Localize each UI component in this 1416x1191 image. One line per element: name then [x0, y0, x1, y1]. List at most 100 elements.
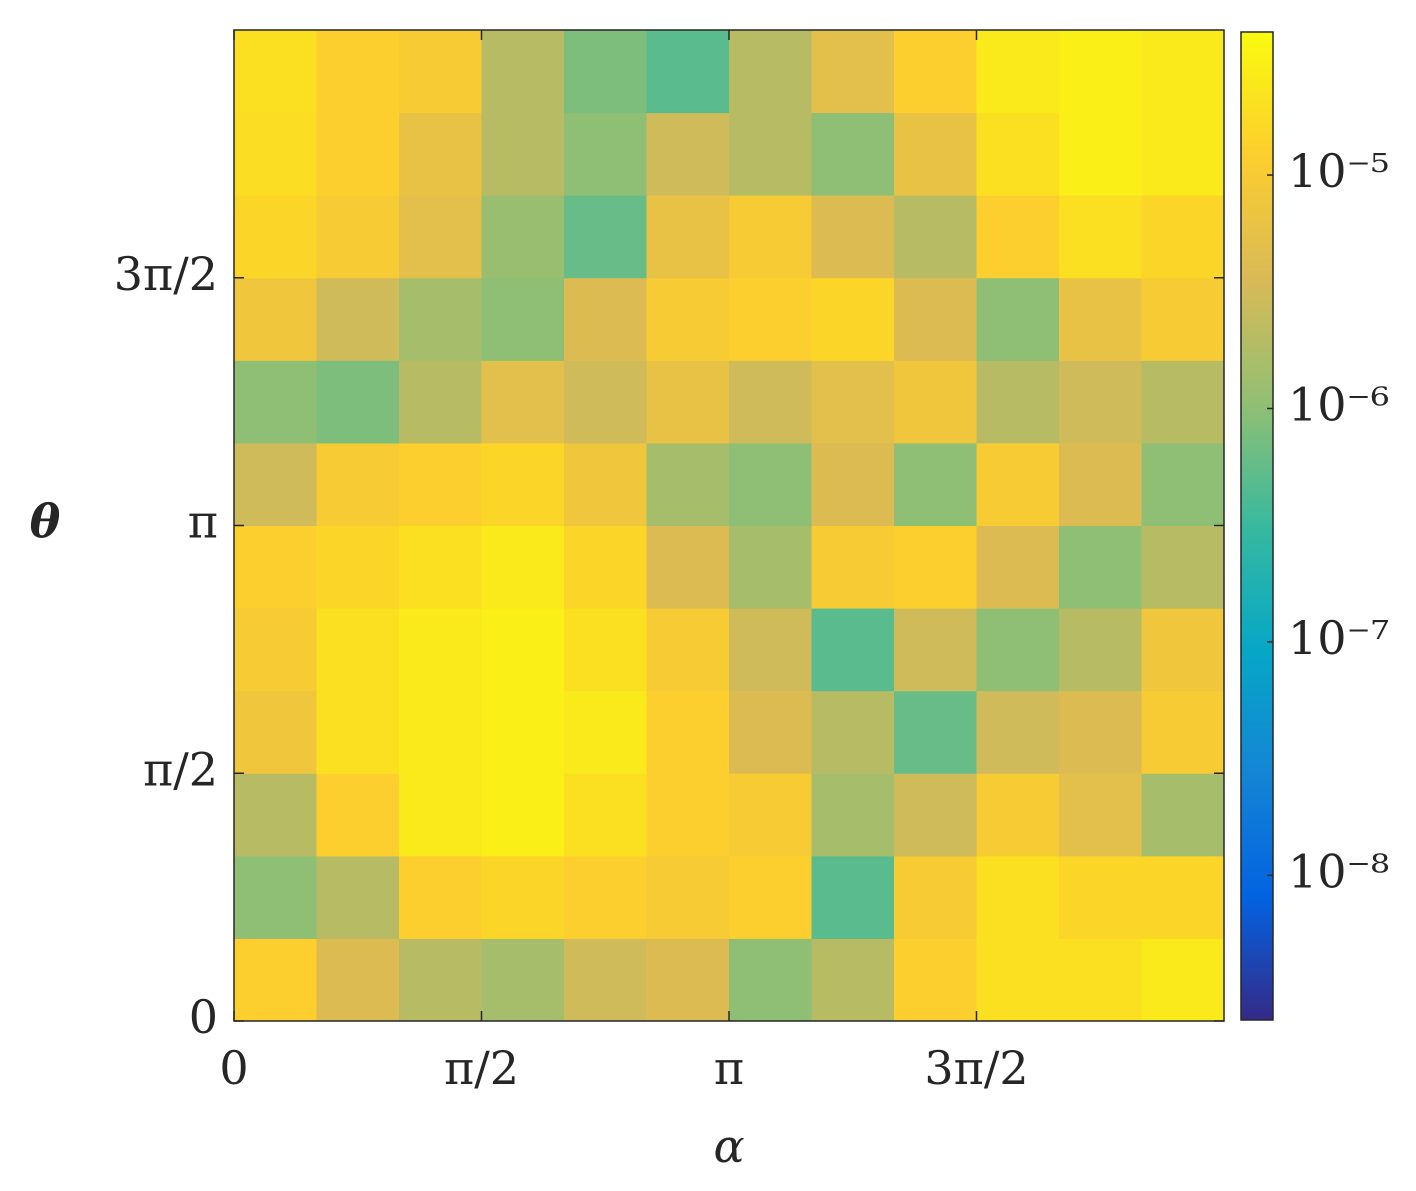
heatmap-cell	[646, 442, 730, 526]
heatmap-cell	[729, 360, 812, 444]
heatmap-cell	[976, 360, 1060, 444]
heatmap-cell	[976, 112, 1060, 196]
heatmap-cell	[894, 195, 977, 279]
heatmap-cell	[976, 690, 1060, 774]
heatmap-cell	[894, 277, 977, 361]
heatmap-cell	[564, 195, 647, 279]
x-tick-label: 3π/2	[924, 1041, 1028, 1095]
heatmap-cell	[729, 30, 812, 114]
heatmap-cell	[894, 30, 977, 114]
heatmap-cell	[1141, 277, 1225, 361]
heatmap-cell	[234, 525, 317, 609]
heatmap-cell	[646, 608, 730, 692]
heatmap-cell	[811, 277, 895, 361]
heatmap-cell	[234, 112, 317, 196]
heatmap-cell	[976, 608, 1060, 692]
heatmap-cell	[729, 690, 812, 774]
heatmap-cell	[316, 938, 400, 1022]
heatmap-cell	[1141, 112, 1225, 196]
heatmap-cell	[399, 608, 482, 692]
colorbar-tick-label: 10⁻⁶	[1288, 377, 1389, 431]
heatmap-cell	[976, 30, 1060, 114]
heatmap-cell	[399, 112, 482, 196]
heatmap-cell	[729, 938, 812, 1022]
heatmap-cell	[894, 525, 977, 609]
x-axis-label: α	[713, 1119, 744, 1173]
heatmap-cell	[316, 773, 400, 857]
heatmap-cell	[481, 112, 565, 196]
heatmap-cell	[399, 360, 482, 444]
heatmap-cell	[564, 690, 647, 774]
heatmap-cell	[234, 690, 317, 774]
heatmap	[234, 30, 1225, 1022]
heatmap-cell	[1059, 690, 1142, 774]
heatmap-cell	[646, 30, 730, 114]
heatmap-cell	[316, 690, 400, 774]
y-tick-label: 0	[189, 990, 218, 1044]
heatmap-cell	[811, 112, 895, 196]
heatmap-cell	[316, 30, 400, 114]
heatmap-cell	[234, 938, 317, 1022]
heatmap-cell	[564, 773, 647, 857]
heatmap-cell	[564, 30, 647, 114]
heatmap-cell	[399, 525, 482, 609]
heatmap-cell	[1141, 30, 1225, 114]
heatmap-cell	[976, 525, 1060, 609]
heatmap-cell	[316, 442, 400, 526]
heatmap-cell	[316, 195, 400, 279]
heatmap-cell	[646, 360, 730, 444]
heatmap-cell	[811, 690, 895, 774]
heatmap-cell	[1059, 608, 1142, 692]
heatmap-cell	[894, 690, 977, 774]
heatmap-cell	[729, 608, 812, 692]
heatmap-cell	[1141, 773, 1225, 857]
heatmap-cell	[811, 30, 895, 114]
heatmap-cell	[894, 855, 977, 939]
heatmap-cell	[564, 442, 647, 526]
heatmap-cell	[481, 30, 565, 114]
heatmap-cell	[646, 773, 730, 857]
heatmap-cell	[894, 773, 977, 857]
heatmap-cell	[811, 855, 895, 939]
heatmap-cell	[234, 195, 317, 279]
heatmap-cell	[399, 773, 482, 857]
heatmap-cell	[234, 360, 317, 444]
heatmap-cell	[316, 855, 400, 939]
heatmap-cell	[399, 30, 482, 114]
heatmap-cell	[1059, 360, 1142, 444]
y-tick-label: 3π/2	[114, 247, 218, 301]
heatmap-cell	[646, 690, 730, 774]
heatmap-cell	[234, 277, 317, 361]
heatmap-cell	[234, 855, 317, 939]
heatmap-cell	[976, 855, 1060, 939]
heatmap-cell	[234, 30, 317, 114]
heatmap-cell	[481, 277, 565, 361]
x-tick-label: 0	[219, 1041, 248, 1095]
heatmap-cell	[564, 277, 647, 361]
heatmap-cell	[564, 608, 647, 692]
heatmap-cell	[1059, 855, 1142, 939]
heatmap-cell	[234, 773, 317, 857]
heatmap-cell	[729, 442, 812, 526]
heatmap-cell	[481, 938, 565, 1022]
x-tick-label: π	[714, 1041, 744, 1095]
heatmap-cell	[564, 112, 647, 196]
heatmap-cell	[234, 608, 317, 692]
heatmap-cell	[399, 195, 482, 279]
colorbar-tick-label: 10⁻⁸	[1288, 844, 1389, 898]
y-tick-label: π/2	[143, 742, 218, 796]
heatmap-cell	[316, 112, 400, 196]
heatmap-cell	[481, 525, 565, 609]
heatmap-cell	[729, 195, 812, 279]
heatmap-cell	[399, 690, 482, 774]
heatmap-cell	[646, 938, 730, 1022]
colorbar	[1240, 31, 1274, 1021]
heatmap-cell	[564, 855, 647, 939]
heatmap-cell	[564, 938, 647, 1022]
heatmap-cell	[894, 608, 977, 692]
heatmap-cell	[1141, 608, 1225, 692]
heatmap-cell	[481, 195, 565, 279]
heatmap-cell	[894, 938, 977, 1022]
heatmap-cell	[976, 195, 1060, 279]
